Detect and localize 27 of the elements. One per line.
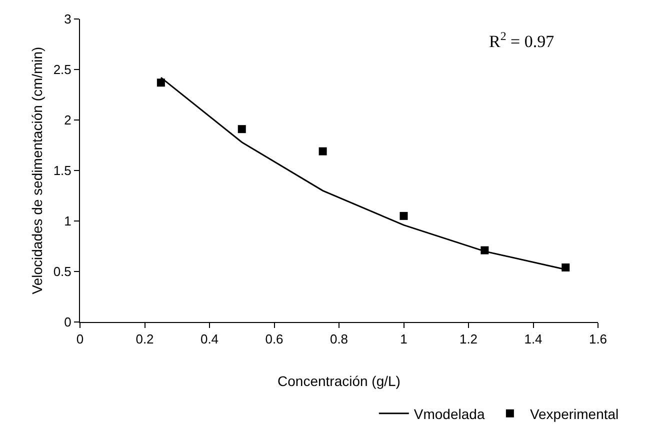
y-axis-title: Velocidades de sedimentación (cm/min) — [29, 46, 45, 294]
y-tick-label: 2.5 — [53, 62, 72, 78]
annotation: R$^{2}$ = 0.97 — [489, 29, 555, 52]
x-tick-label: 1.4 — [524, 332, 542, 347]
point — [480, 246, 489, 254]
x-tick-label: 0.6 — [265, 332, 284, 347]
x-tick-label: 0 — [76, 332, 84, 347]
legend-label: Vmodelada — [414, 406, 485, 422]
x-tick-label: 1 — [400, 332, 408, 347]
point — [318, 147, 327, 156]
x-tick-label: 0.8 — [330, 332, 348, 347]
point — [562, 263, 570, 272]
y-tick-label: 1 — [64, 214, 72, 229]
x-tick-label: 1.2 — [459, 332, 478, 347]
y-tick-label: 0 — [64, 314, 72, 330]
x-tick-label: 0.2 — [136, 332, 154, 347]
y-tick-label: 3 — [64, 12, 72, 27]
point — [238, 125, 246, 134]
x-tick-label: 1.6 — [588, 332, 608, 347]
y-tick-label: 2 — [64, 112, 72, 128]
legend-label: Vexperimental — [530, 406, 619, 422]
x-axis-title: Concentración (g/L) — [278, 372, 400, 389]
point — [156, 78, 165, 87]
y-tick-label: 0.5 — [53, 264, 72, 280]
point — [400, 212, 408, 220]
x-tick-label: 0.4 — [200, 332, 219, 347]
y-tick-label: 1.5 — [53, 163, 72, 178]
